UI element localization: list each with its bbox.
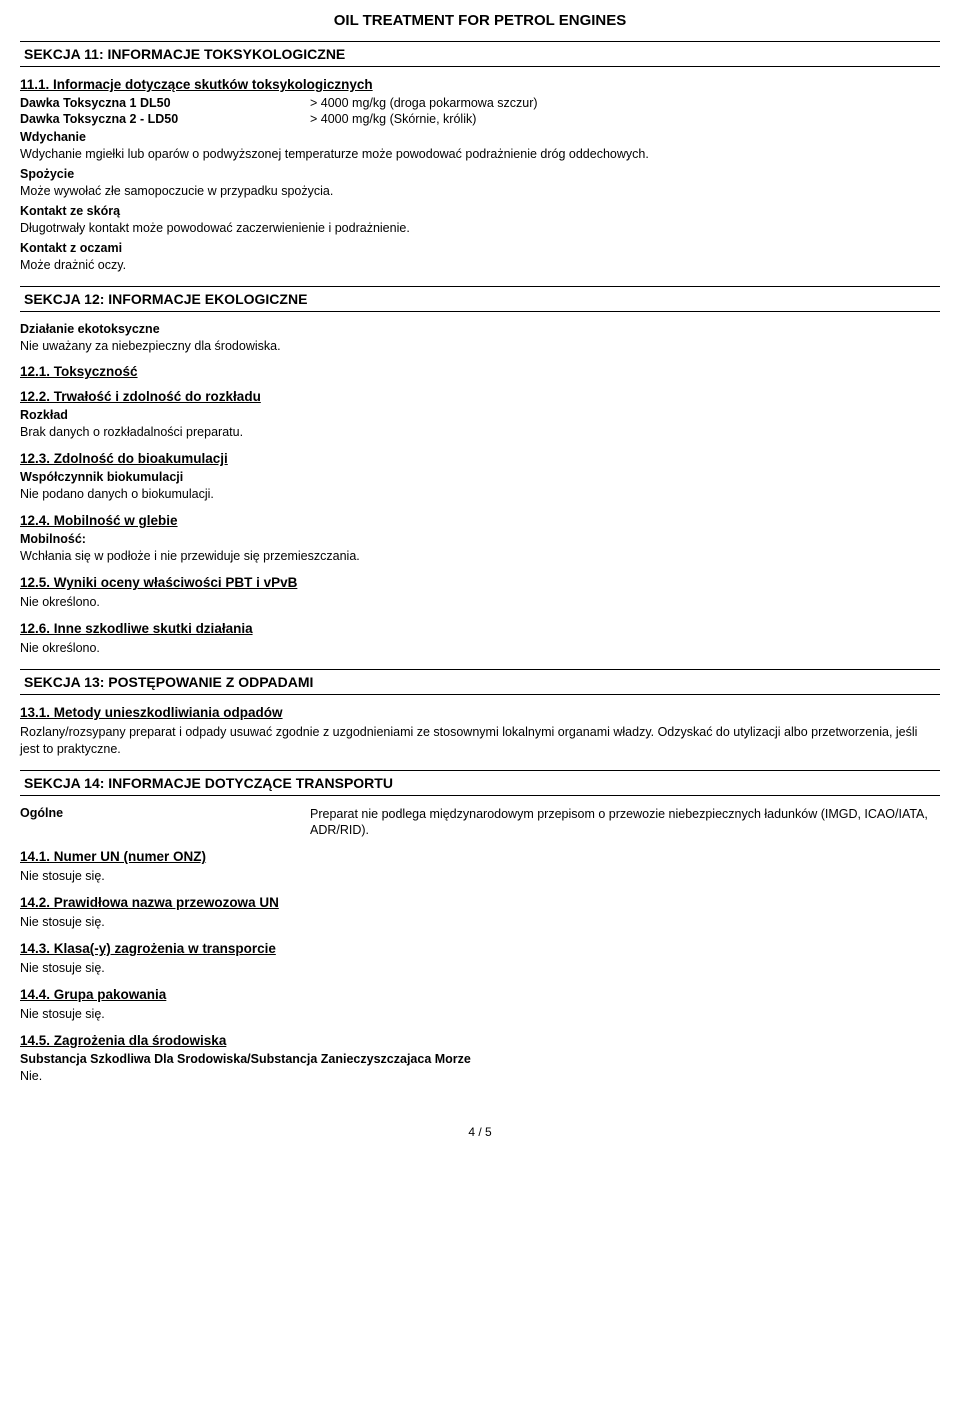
eye-contact-label: Kontakt z oczami [20, 241, 940, 255]
section-13-1-text: Rozlany/rozsypany preparat i odpady usuw… [20, 724, 940, 758]
section-12-title: SEKCJA 12: INFORMACJE EKOLOGICZNE [24, 291, 307, 307]
transport-general-text: Preparat nie podlega międzynarodowym prz… [310, 806, 940, 840]
section-13-header: SEKCJA 13: POSTĘPOWANIE Z ODPADAMI [20, 669, 940, 695]
degradation-text: Brak danych o rozkładalności preparatu. [20, 424, 940, 441]
mobility-label: Mobilność: [20, 532, 940, 546]
section-12-6-text: Nie określono. [20, 640, 940, 657]
tox-row-1: Dawka Toksyczna 1 DL50 > 4000 mg/kg (dro… [20, 96, 940, 110]
marine-pollutant-label: Substancja Szkodliwa Dla Srodowiska/Subs… [20, 1052, 940, 1066]
section-11-header: SEKCJA 11: INFORMACJE TOKSYKOLOGICZNE [20, 41, 940, 67]
section-14-header: SEKCJA 14: INFORMACJE DOTYCZĄCE TRANSPOR… [20, 770, 940, 796]
bioaccum-label: Współczynnik biokumulacji [20, 470, 940, 484]
section-14-3-text: Nie stosuje się. [20, 960, 940, 977]
section-13-title: SEKCJA 13: POSTĘPOWANIE Z ODPADAMI [24, 674, 313, 690]
eye-contact-text: Może drażnić oczy. [20, 257, 940, 274]
skin-contact-text: Długotrwały kontakt może powodować zacze… [20, 220, 940, 237]
degradation-label: Rozkład [20, 408, 940, 422]
transport-general-row: Ogólne Preparat nie podlega międzynarodo… [20, 806, 940, 840]
section-12-2-heading: 12.2. Trwałość i zdolność do rozkładu [20, 389, 940, 404]
ecotox-text: Nie uważany za niebezpieczny dla środowi… [20, 338, 940, 355]
bioaccum-text: Nie podano danych o biokumulacji. [20, 486, 940, 503]
section-13-1-heading: 13.1. Metody unieszkodliwiania odpadów [20, 705, 940, 720]
section-12-1-heading: 12.1. Toksyczność [20, 364, 940, 379]
section-14-1-heading: 14.1. Numer UN (numer ONZ) [20, 849, 940, 864]
section-12-5-heading: 12.5. Wyniki oceny właściwości PBT i vPv… [20, 575, 940, 590]
section-12-5-text: Nie określono. [20, 594, 940, 611]
section-14-1-text: Nie stosuje się. [20, 868, 940, 885]
ingestion-label: Spożycie [20, 167, 940, 181]
section-14-2-heading: 14.2. Prawidłowa nazwa przewozowa UN [20, 895, 940, 910]
section-12-3-heading: 12.3. Zdolność do bioakumulacji [20, 451, 940, 466]
tox-row-2: Dawka Toksyczna 2 - LD50 > 4000 mg/kg (S… [20, 112, 940, 126]
section-12-header: SEKCJA 12: INFORMACJE EKOLOGICZNE [20, 286, 940, 312]
section-14-3-heading: 14.3. Klasa(-y) zagrożenia w transporcie [20, 941, 940, 956]
skin-contact-label: Kontakt ze skórą [20, 204, 940, 218]
tox-row-1-val: > 4000 mg/kg (droga pokarmowa szczur) [310, 96, 940, 110]
page-number: 4 / 5 [20, 1125, 940, 1139]
section-14-4-text: Nie stosuje się. [20, 1006, 940, 1023]
ecotox-label: Działanie ekotoksyczne [20, 322, 940, 336]
transport-general-label: Ogólne [20, 806, 310, 840]
section-11-1-heading: 11.1. Informacje dotyczące skutków toksy… [20, 77, 940, 92]
marine-pollutant-text: Nie. [20, 1068, 940, 1085]
inhalation-label: Wdychanie [20, 130, 940, 144]
tox-row-1-key: Dawka Toksyczna 1 DL50 [20, 96, 310, 110]
ingestion-text: Może wywołać złe samopoczucie w przypadk… [20, 183, 940, 200]
section-12-4-heading: 12.4. Mobilność w glebie [20, 513, 940, 528]
inhalation-text: Wdychanie mgiełki lub oparów o podwyższo… [20, 146, 940, 163]
section-12-6-heading: 12.6. Inne szkodliwe skutki działania [20, 621, 940, 636]
section-14-title: SEKCJA 14: INFORMACJE DOTYCZĄCE TRANSPOR… [24, 775, 393, 791]
section-14-4-heading: 14.4. Grupa pakowania [20, 987, 940, 1002]
document-title: OIL TREATMENT FOR PETROL ENGINES [20, 12, 940, 29]
tox-row-2-key: Dawka Toksyczna 2 - LD50 [20, 112, 310, 126]
tox-row-2-val: > 4000 mg/kg (Skórnie, królik) [310, 112, 940, 126]
section-14-2-text: Nie stosuje się. [20, 914, 940, 931]
section-11-title: SEKCJA 11: INFORMACJE TOKSYKOLOGICZNE [24, 46, 345, 62]
section-14-5-heading: 14.5. Zagrożenia dla środowiska [20, 1033, 940, 1048]
mobility-text: Wchłania się w podłoże i nie przewiduje … [20, 548, 940, 565]
